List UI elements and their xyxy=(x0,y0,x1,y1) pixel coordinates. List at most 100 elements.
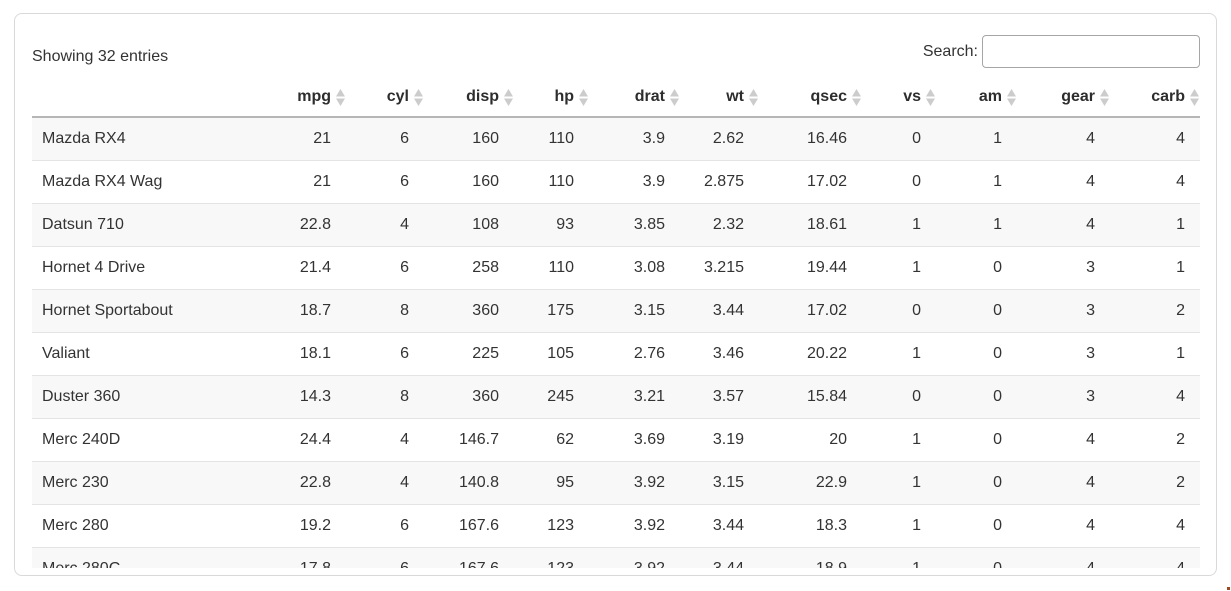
column-header-label: drat xyxy=(634,88,665,105)
data-cell: 18.1 xyxy=(272,332,347,376)
data-cell: 2.875 xyxy=(681,160,760,204)
sort-diamond-icon xyxy=(670,88,679,106)
data-cell: 3 xyxy=(1018,246,1111,290)
sort-diamond-icon xyxy=(749,88,758,106)
data-cell: 4 xyxy=(1018,160,1111,204)
data-cell: 22.8 xyxy=(272,461,347,505)
column-header-rowname[interactable] xyxy=(32,80,272,118)
row-name-cell: Merc 240D xyxy=(32,418,272,462)
table-toolbar: Showing 32 entries Search: xyxy=(32,34,1200,68)
data-cell: 24.4 xyxy=(272,418,347,462)
data-cell: 146.7 xyxy=(425,418,515,462)
data-cell: 4 xyxy=(1018,547,1111,568)
row-name-cell: Duster 360 xyxy=(32,375,272,419)
data-cell: 0 xyxy=(937,547,1018,568)
row-name-cell: Valiant xyxy=(32,332,272,376)
data-cell: 140.8 xyxy=(425,461,515,505)
data-cell: 2 xyxy=(1111,289,1200,333)
column-header-label: carb xyxy=(1151,88,1185,105)
table-row: Datsun 710 22.8 4 108 93 3.85 2.32 18.61 1 1 4 1 xyxy=(32,203,1200,247)
data-cell: 16.46 xyxy=(760,117,863,161)
data-cell: 3.92 xyxy=(590,461,681,505)
table-row: Duster 360 14.3 8 360 245 3.21 3.57 15.84 0 0 3 4 xyxy=(32,375,1200,419)
data-cell: 4 xyxy=(1018,418,1111,462)
data-cell: 3.9 xyxy=(590,117,681,161)
table-viewport[interactable]: mpg cyl disp hp drat wt qsec vs am gear carb Mazda… xyxy=(32,80,1200,568)
data-cell: 17.02 xyxy=(760,160,863,204)
data-cell: 360 xyxy=(425,375,515,419)
column-header-label: cyl xyxy=(386,88,409,105)
data-cell: 4 xyxy=(347,203,425,247)
data-cell: 0 xyxy=(863,375,937,419)
sort-diamond-icon xyxy=(504,88,513,106)
data-cell: 0 xyxy=(937,504,1018,548)
data-cell: 3 xyxy=(1018,375,1111,419)
row-name-cell: Merc 230 xyxy=(32,461,272,505)
search-label: Search: xyxy=(922,42,978,60)
data-cell: 22.9 xyxy=(760,461,863,505)
data-table-card: Showing 32 entries Search: mpg cyl disp hp d… xyxy=(14,13,1217,576)
search-group: Search: xyxy=(923,35,1200,68)
column-header-hp[interactable]: hp xyxy=(515,80,590,118)
data-cell: 1 xyxy=(937,160,1018,204)
column-header-carb[interactable]: carb xyxy=(1111,80,1200,118)
data-cell: 105 xyxy=(515,332,590,376)
data-cell: 3.92 xyxy=(590,504,681,548)
data-cell: 3.9 xyxy=(590,160,681,204)
column-header-label: am xyxy=(978,88,1002,105)
column-header-gear[interactable]: gear xyxy=(1018,80,1111,118)
column-header-label: wt xyxy=(726,88,744,105)
data-cell: 2.62 xyxy=(681,117,760,161)
data-cell: 21.4 xyxy=(272,246,347,290)
data-cell: 160 xyxy=(425,117,515,161)
search-input[interactable] xyxy=(982,35,1200,68)
table-row: Merc 240D 24.4 4 146.7 62 3.69 3.19 20 1 0 4 2 xyxy=(32,418,1200,462)
data-cell: 0 xyxy=(863,117,937,161)
data-cell: 3 xyxy=(1018,332,1111,376)
data-cell: 8 xyxy=(347,289,425,333)
row-name-cell: Hornet Sportabout xyxy=(32,289,272,333)
data-cell: 3.44 xyxy=(681,289,760,333)
data-cell: 0 xyxy=(937,461,1018,505)
data-cell: 3.44 xyxy=(681,547,760,568)
data-cell: 1 xyxy=(937,117,1018,161)
column-header-label: vs xyxy=(903,88,921,105)
column-header-label: qsec xyxy=(810,88,847,105)
sort-diamond-icon xyxy=(852,88,861,106)
row-name-cell: Mazda RX4 xyxy=(32,117,272,161)
data-cell: 245 xyxy=(515,375,590,419)
data-cell: 4 xyxy=(1018,117,1111,161)
table-row: Merc 230 22.8 4 140.8 95 3.92 3.15 22.9 1 0 4 2 xyxy=(32,461,1200,505)
column-header-cyl[interactable]: cyl xyxy=(347,80,425,118)
column-header-am[interactable]: am xyxy=(937,80,1018,118)
data-cell: 110 xyxy=(515,246,590,290)
data-cell: 2.32 xyxy=(681,203,760,247)
data-cell: 0 xyxy=(863,160,937,204)
data-cell: 2 xyxy=(1111,418,1200,462)
row-name-cell: Mazda RX4 Wag xyxy=(32,160,272,204)
column-header-drat[interactable]: drat xyxy=(590,80,681,118)
column-header-label: disp xyxy=(466,88,499,105)
column-header-mpg[interactable]: mpg xyxy=(272,80,347,118)
column-header-vs[interactable]: vs xyxy=(863,80,937,118)
data-cell: 17.8 xyxy=(272,547,347,568)
data-cell: 3.69 xyxy=(590,418,681,462)
row-name-cell: Merc 280C xyxy=(32,547,272,568)
sort-diamond-icon xyxy=(579,88,588,106)
column-header-wt[interactable]: wt xyxy=(681,80,760,118)
table-row: Merc 280 19.2 6 167.6 123 3.92 3.44 18.3 1 0 4 4 xyxy=(32,504,1200,548)
data-cell: 15.84 xyxy=(760,375,863,419)
data-cell: 2.76 xyxy=(590,332,681,376)
data-cell: 20 xyxy=(760,418,863,462)
data-cell: 3.21 xyxy=(590,375,681,419)
data-cell: 20.22 xyxy=(760,332,863,376)
data-cell: 18.61 xyxy=(760,203,863,247)
column-header-qsec[interactable]: qsec xyxy=(760,80,863,118)
data-cell: 0 xyxy=(937,375,1018,419)
data-cell: 3.215 xyxy=(681,246,760,290)
table-row: Valiant 18.1 6 225 105 2.76 3.46 20.22 1 0 3 1 xyxy=(32,332,1200,376)
data-cell: 0 xyxy=(937,289,1018,333)
column-header-disp[interactable]: disp xyxy=(425,80,515,118)
sort-diamond-icon xyxy=(1100,88,1109,106)
data-cell: 4 xyxy=(347,461,425,505)
